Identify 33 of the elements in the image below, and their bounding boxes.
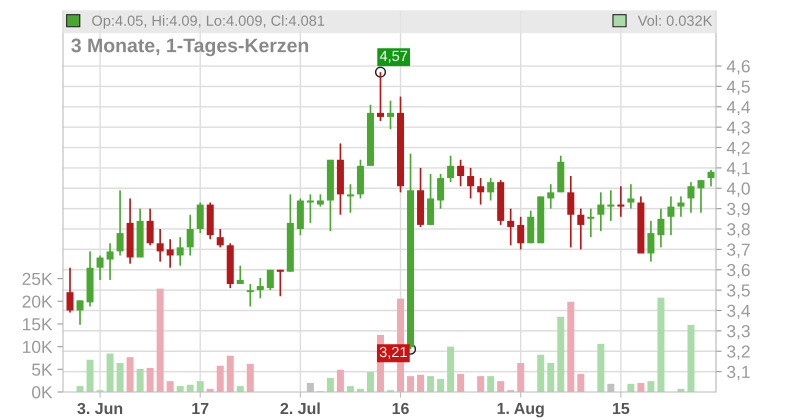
x-tick-label: 15 xyxy=(612,403,630,414)
y-tick-label: 4,4 xyxy=(726,101,750,116)
y-tick-label: 3,5 xyxy=(727,284,750,299)
y-tick-label: 4,5 xyxy=(726,80,750,95)
y-tick-label: 3,6 xyxy=(727,264,750,278)
y2-tick-label: 25K xyxy=(22,272,52,286)
y2-tick-label: 15K xyxy=(23,318,52,330)
y2-tick-label: 5K xyxy=(32,364,52,376)
y-tick-label: 3,2 xyxy=(727,345,750,360)
x-tick-label: 2. Jul xyxy=(280,402,320,414)
y2-tick-label: 20K xyxy=(22,295,52,308)
x-tick-label: 17 xyxy=(192,403,208,414)
y-tick-label: 3,1 xyxy=(727,366,750,380)
y-tick-label: 4,0 xyxy=(726,182,750,197)
y-tick-label: 4,6 xyxy=(726,60,750,75)
x-tick-label: 1. Aug xyxy=(498,402,544,418)
legend-label: Op:4.05, Hi:4.09, Lo:4.009, Cl:4.081 xyxy=(92,15,324,29)
y-tick-label: 4,3 xyxy=(726,121,750,136)
annotation: 3,21 xyxy=(380,346,407,359)
y-tick-label: 3,4 xyxy=(727,304,750,320)
x-tick-label: 16 xyxy=(392,402,409,414)
annotation: 4,57 xyxy=(380,50,408,63)
y-tick-label: 4,2 xyxy=(726,142,750,156)
text: 3 Monate, 1-Tages-Kerzen xyxy=(71,38,308,56)
legend-label: Vol: 0.032K xyxy=(638,15,712,26)
y-tick-label: 4,1 xyxy=(726,162,750,176)
x-tick-label: 3. Jun xyxy=(77,402,122,414)
y-tick-label: 3,9 xyxy=(727,202,750,218)
y2-tick-label: 0K xyxy=(32,386,52,398)
y-tick-label: 3,7 xyxy=(727,244,750,258)
y-tick-label: 3,8 xyxy=(727,223,750,238)
y-tick-label: 3,3 xyxy=(727,325,750,340)
y2-tick-label: 10K xyxy=(23,340,52,354)
